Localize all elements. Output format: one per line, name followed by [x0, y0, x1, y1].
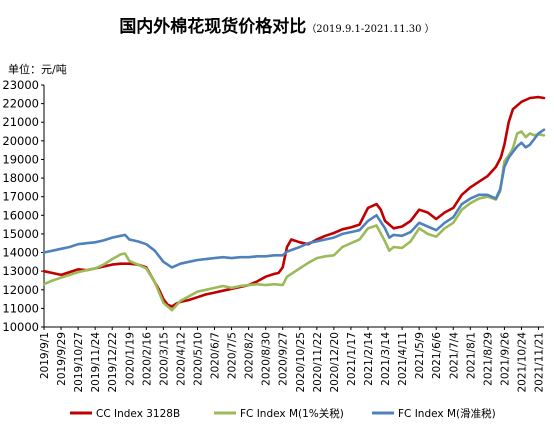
y-tick-label: 22000 — [2, 97, 39, 111]
x-tick-label: 2021/10/24 — [516, 332, 528, 393]
y-tick-label: 23000 — [2, 78, 39, 92]
x-tick-label: 2021/7/4 — [448, 332, 460, 379]
x-tick-label: 2020/2/16 — [141, 332, 153, 386]
y-tick-label: 12000 — [2, 283, 39, 297]
y-tick-label: 15000 — [2, 227, 39, 241]
y-tick-label: 14000 — [2, 246, 39, 260]
x-tick-label: 2020/9/27 — [278, 332, 290, 386]
y-tick-label: 16000 — [2, 208, 39, 222]
x-tick-label: 2020/12/20 — [329, 332, 341, 393]
x-tick-label: 2020/8/2 — [244, 332, 256, 379]
x-tick-label: 2021/1/17 — [346, 332, 358, 386]
y-tick-label: 11000 — [2, 301, 39, 315]
x-tick-label: 2020/8/30 — [261, 332, 273, 386]
y-tick-label: 17000 — [2, 190, 39, 204]
series-line-2 — [42, 130, 546, 312]
chart-subtitle: （2019.9.1-2021.11.30 ） — [306, 24, 435, 35]
x-tick-label: 2021/8/1 — [465, 332, 477, 379]
unit-label: 单位：元/吨 — [8, 63, 67, 76]
x-tick-label: 2020/10/25 — [295, 332, 307, 393]
chart-title-main: 国内外棉花现货价格对比 — [119, 17, 307, 37]
x-tick-label: 2020/1/19 — [124, 332, 136, 386]
chart-title: 国内外棉花现货价格对比（2019.9.1-2021.11.30 ） — [0, 12, 554, 37]
x-tick-label: 2020/5/10 — [192, 332, 204, 386]
legend-label-1: CC Index 3128B — [96, 408, 180, 420]
legend-label-2: FC Index M(1%关税) — [240, 407, 344, 420]
x-tick-label: 2019/11/24 — [90, 332, 102, 393]
x-tick-label: 2019/9/1 — [39, 332, 51, 379]
x-tick-label: 2021/3/14 — [380, 332, 392, 386]
x-tick-label: 2021/8/29 — [482, 332, 494, 386]
x-tick-label: 2021/9/26 — [499, 332, 511, 386]
x-tick-label: 2021/11/21 — [534, 332, 546, 393]
y-tick-label: 10000 — [2, 320, 39, 334]
x-tick-label: 2021/6/6 — [431, 332, 443, 379]
y-tick-label: 21000 — [2, 115, 39, 129]
series-line-3 — [42, 128, 546, 269]
y-tick-label: 20000 — [2, 134, 39, 148]
legend-label-3: FC Index M(滑准税) — [398, 407, 496, 420]
x-tick-label: 2020/4/12 — [175, 332, 187, 386]
x-tick-label: 2021/4/11 — [397, 332, 409, 386]
y-tick-label: 18000 — [2, 171, 39, 185]
x-tick-label: 2020/7/5 — [227, 332, 239, 379]
x-tick-label: 2021/5/9 — [414, 332, 426, 379]
x-tick-label: 2019/10/27 — [73, 332, 85, 393]
y-tick-label: 19000 — [2, 152, 39, 166]
x-tick-label: 2020/6/7 — [210, 332, 222, 379]
x-tick-label: 2019/12/22 — [107, 332, 119, 393]
x-tick-label: 2020/3/15 — [158, 332, 170, 386]
series-line-1 — [42, 95, 546, 308]
x-tick-label: 2021/2/14 — [363, 332, 375, 386]
x-tick-label: 2020/11/22 — [312, 332, 324, 393]
x-tick-label: 2019/9/29 — [56, 332, 68, 386]
y-tick-label: 13000 — [2, 264, 39, 278]
